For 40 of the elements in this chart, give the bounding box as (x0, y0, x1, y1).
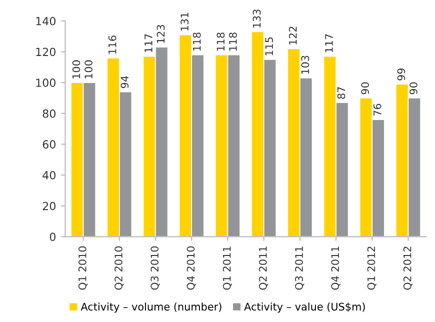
legend-label: Activity – value (US$m) (244, 302, 365, 313)
legend-label: Activity – volume (number) (80, 302, 222, 313)
data-label: 103 (301, 56, 310, 74)
data-label: 99 (397, 68, 406, 80)
y-tick-label: 140 (36, 16, 56, 26)
data-label: 90 (410, 82, 418, 94)
data-label: 100 (84, 60, 92, 78)
data-label: 116 (108, 36, 116, 54)
x-tick-label: Q1 2010 (78, 246, 88, 290)
y-tick-label: 40 (42, 171, 56, 180)
data-label: 115 (265, 37, 273, 56)
data-label: 117 (325, 34, 333, 52)
data-label: 117 (144, 34, 152, 52)
data-label: 90 (361, 82, 370, 94)
x-tick-label: Q2 2012 (403, 246, 412, 290)
x-tick-label: Q3 2011 (295, 246, 304, 290)
y-tick-label: 100 (36, 78, 56, 87)
data-label: 100 (72, 60, 80, 78)
data-label: 87 (337, 87, 346, 99)
data-label: 94 (120, 76, 129, 88)
y-tick-label: 120 (36, 48, 56, 56)
x-tick-label: Q1 2011 (222, 246, 232, 290)
x-tick-label: Q4 2010 (186, 246, 196, 290)
y-tick-label: 0 (50, 232, 56, 242)
data-label: 133 (252, 10, 261, 28)
y-tick-label: 20 (42, 202, 56, 210)
x-tick-label: Q3 2010 (150, 246, 160, 290)
y-tick-label: 80 (42, 109, 56, 118)
data-label: 118 (216, 32, 225, 51)
x-tick-label: Q2 2011 (258, 246, 268, 290)
x-tick-label: Q1 2012 (367, 246, 376, 290)
data-label: 118 (229, 32, 237, 51)
x-tick-label: Q2 2010 (114, 246, 124, 290)
data-label: 118 (192, 32, 201, 51)
data-label: 76 (373, 104, 382, 116)
data-label: 122 (288, 26, 297, 44)
y-tick-label: 60 (42, 140, 56, 149)
data-label: 131 (180, 12, 188, 31)
data-label: 123 (156, 25, 165, 43)
x-tick-label: Q4 2011 (331, 246, 340, 290)
